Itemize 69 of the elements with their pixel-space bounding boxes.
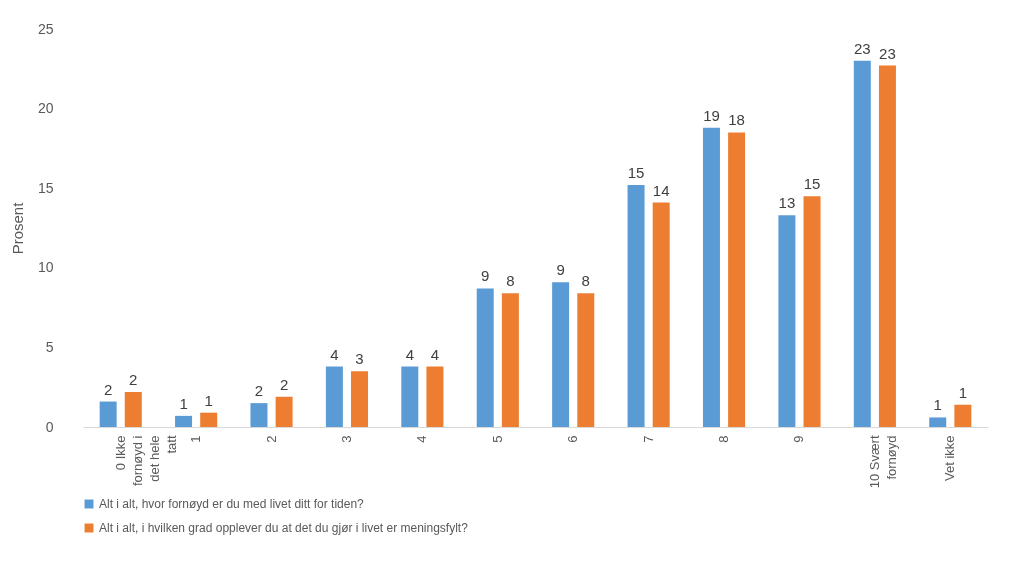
bar bbox=[351, 371, 369, 427]
data-label: 19 bbox=[703, 106, 720, 124]
data-label: 13 bbox=[778, 194, 796, 212]
bar bbox=[929, 417, 947, 427]
x-tick-label: 9 bbox=[791, 435, 807, 443]
bar bbox=[426, 366, 444, 427]
x-tick-label: 8 bbox=[716, 435, 732, 443]
data-label: 8 bbox=[581, 272, 590, 290]
data-label: 23 bbox=[879, 44, 896, 62]
bar bbox=[853, 60, 871, 427]
bar bbox=[577, 293, 595, 427]
data-label: 1 bbox=[933, 396, 942, 414]
x-tick-label: 0 Ikke fornøyd i det hele tatt bbox=[112, 435, 179, 487]
data-label: 9 bbox=[481, 267, 490, 285]
bar bbox=[728, 132, 746, 427]
legend-label: Alt i alt, hvor fornøyd er du med livet ditt for tiden? bbox=[99, 497, 365, 511]
data-label: 14 bbox=[652, 181, 670, 199]
bar bbox=[702, 127, 720, 427]
x-tick-label: 7 bbox=[640, 435, 656, 443]
bar bbox=[778, 215, 796, 427]
x-tick-label: 1 bbox=[188, 435, 204, 443]
x-tick-label: Vet ikke bbox=[942, 435, 958, 482]
y-tick-label: 25 bbox=[37, 20, 54, 37]
bar bbox=[552, 282, 570, 427]
x-tick-label: 5 bbox=[489, 435, 505, 443]
y-tick-label: 15 bbox=[37, 179, 54, 196]
x-tick-label: 6 bbox=[565, 435, 581, 443]
data-label: 1 bbox=[204, 391, 213, 409]
bar bbox=[501, 293, 519, 427]
data-label: 2 bbox=[129, 370, 138, 388]
data-label: 15 bbox=[803, 175, 821, 193]
y-axis-title: Prosent bbox=[8, 201, 26, 255]
bar bbox=[954, 404, 972, 427]
legend-label: Alt i alt, i hvilken grad opplever du at det du gjør i livet er meningsfylt? bbox=[99, 521, 469, 535]
bar bbox=[652, 202, 670, 427]
data-label: 9 bbox=[556, 261, 565, 279]
bar bbox=[275, 396, 293, 427]
bar bbox=[401, 366, 419, 427]
data-label: 15 bbox=[627, 164, 645, 182]
x-tick-label: 3 bbox=[338, 435, 354, 443]
data-label: 4 bbox=[430, 345, 440, 363]
data-label: 1 bbox=[179, 394, 188, 412]
y-tick-label: 0 bbox=[45, 418, 54, 435]
bar bbox=[476, 288, 494, 427]
x-tick-label: 10 Svært fornøyd bbox=[866, 435, 899, 489]
data-label: 23 bbox=[853, 39, 871, 57]
x-tick-label: 2 bbox=[263, 435, 279, 443]
data-label: 2 bbox=[103, 380, 113, 398]
bar bbox=[878, 65, 896, 427]
y-tick-label: 20 bbox=[37, 100, 54, 117]
data-label: 2 bbox=[254, 382, 264, 400]
data-label: 18 bbox=[728, 111, 745, 129]
data-label: 8 bbox=[506, 272, 515, 290]
data-label: 1 bbox=[958, 383, 968, 401]
bar bbox=[325, 366, 343, 427]
y-tick-label: 5 bbox=[45, 338, 54, 355]
bar bbox=[627, 185, 645, 427]
bar bbox=[175, 415, 193, 427]
bar bbox=[803, 196, 821, 427]
bar bbox=[124, 391, 142, 427]
data-label: 4 bbox=[330, 345, 339, 363]
y-tick-label: 10 bbox=[37, 259, 54, 276]
data-label: 2 bbox=[279, 375, 289, 393]
bar bbox=[200, 412, 218, 427]
data-label: 4 bbox=[405, 345, 414, 363]
x-tick-label: 4 bbox=[414, 435, 430, 443]
bar bbox=[99, 401, 117, 427]
bar bbox=[250, 403, 268, 427]
data-label: 3 bbox=[355, 350, 364, 368]
